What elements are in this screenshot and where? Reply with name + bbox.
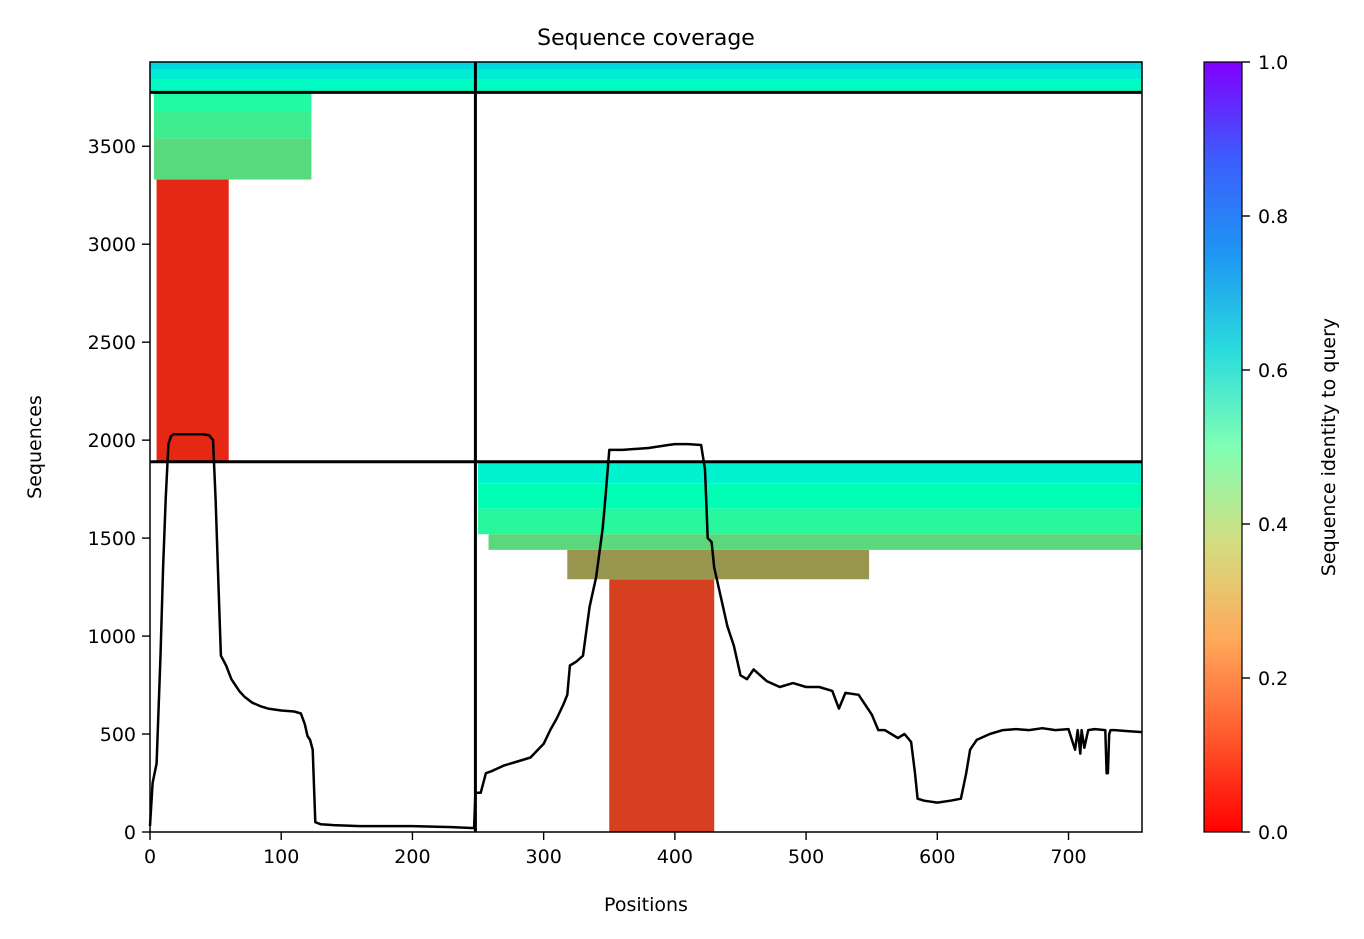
colorbar-tick-label: 1.0 [1258, 52, 1288, 74]
x-tick-label: 600 [919, 846, 955, 868]
alignment-band-chain-2 [478, 508, 1142, 535]
alignment-band-chain-2 [609, 579, 715, 832]
plot-frame [149, 61, 1143, 833]
x-tick-label: 300 [526, 846, 562, 868]
y-tick-label: 2000 [88, 430, 136, 452]
y-tick-label: 2500 [88, 332, 136, 354]
alignment-band-chain-1 [153, 92, 312, 111]
colorbar-ticks: 0.0 0.2 0.4 0.6 0.8 1.0 [1242, 52, 1288, 844]
colorbar-tick-label: 0.4 [1258, 514, 1288, 536]
colorbar-tick-label: 0.6 [1258, 360, 1288, 382]
plot-area [148, 61, 1143, 833]
y-tick-label: 1000 [88, 626, 136, 648]
colorbar-label: Sequence identity to query [1318, 318, 1340, 576]
alignment-band-chain-1 [153, 110, 312, 139]
y-tick-label: 3000 [88, 234, 136, 256]
y-axis: 0 500 1000 1500 2000 2500 3000 3500 [88, 136, 150, 844]
y-axis-label: Sequences [24, 395, 46, 499]
alignment-band-chain-2 [478, 483, 1142, 509]
x-axis-label: Positions [604, 894, 688, 916]
colorbar: 0.0 0.2 0.4 0.6 0.8 1.0 Sequence identity to … [1203, 52, 1340, 844]
x-axis: 0 100 200 300 400 500 600 700 [144, 832, 1087, 868]
alignment-band-chain-2 [488, 534, 1142, 550]
coverage-line [148, 433, 1143, 830]
alignment-band-chain-1 [156, 179, 229, 462]
alignment-band-paired [150, 69, 1142, 80]
y-tick-label: 1500 [88, 528, 136, 550]
alignment-band-chain-2 [567, 549, 870, 580]
x-tick-label: 700 [1050, 846, 1086, 868]
alignment-band-chain-2 [478, 461, 1142, 484]
alignment-band-paired [150, 79, 1142, 93]
alignment-band-chain-1 [153, 138, 312, 180]
x-tick-label: 0 [144, 846, 156, 868]
y-tick-label: 0 [124, 822, 136, 844]
colorbar-gradient [1203, 61, 1243, 833]
colorbar-tick-label: 0.0 [1258, 822, 1288, 844]
x-tick-label: 500 [788, 846, 824, 868]
x-tick-label: 400 [657, 846, 693, 868]
y-tick-label: 500 [100, 724, 136, 746]
colorbar-tick-label: 0.8 [1258, 206, 1288, 228]
x-tick-label: 100 [263, 846, 299, 868]
block-separators [150, 62, 1142, 832]
x-tick-label: 200 [394, 846, 430, 868]
alignment-blocks [150, 62, 1142, 832]
chart-title: Sequence coverage [537, 26, 755, 51]
alignment-band-paired [150, 62, 1142, 70]
colorbar-tick-label: 0.2 [1258, 668, 1288, 690]
y-tick-label: 3500 [88, 136, 136, 158]
